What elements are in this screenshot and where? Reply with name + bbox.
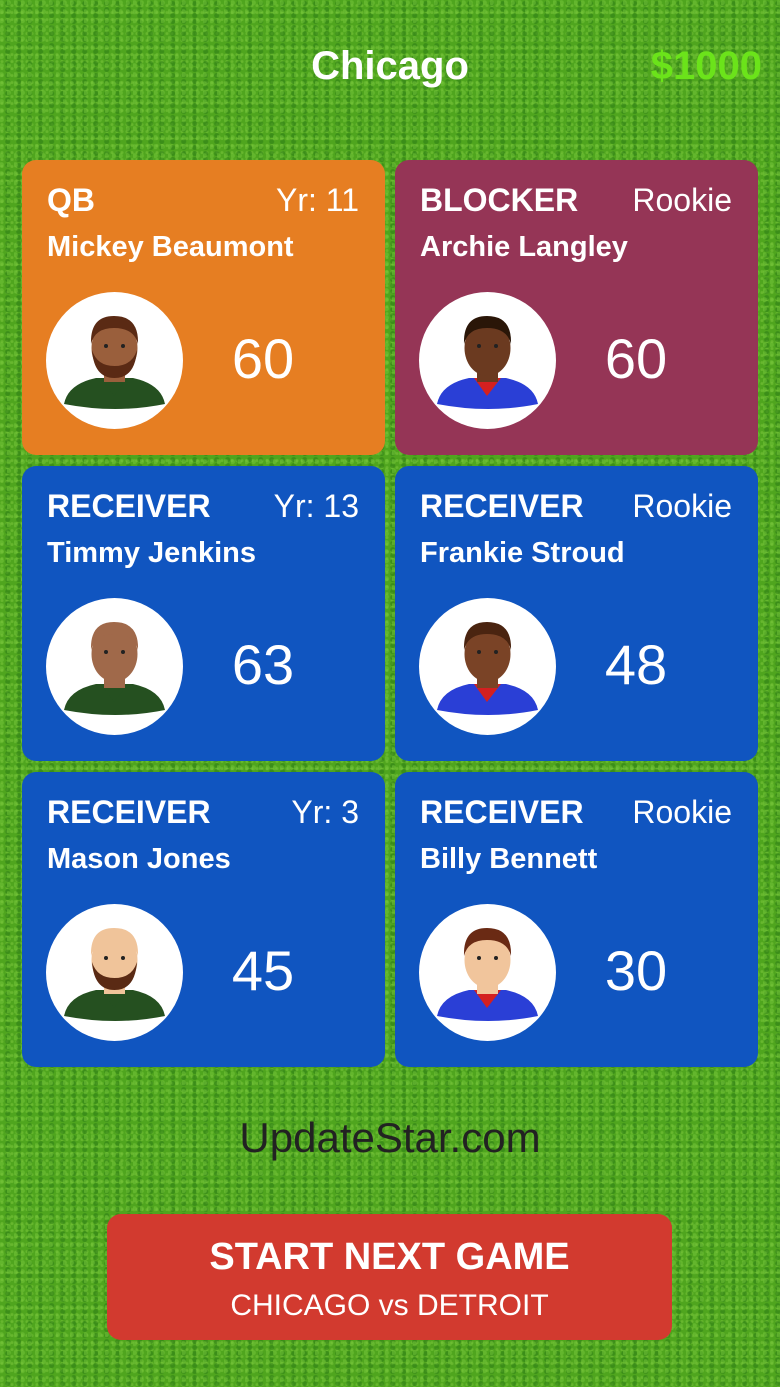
player-position: RECEIVER	[420, 794, 584, 830]
player-avatar	[419, 292, 556, 429]
player-card[interactable]: RECEIVER Yr: 13 Timmy Jenkins 63	[22, 466, 385, 761]
player-experience: Rookie	[632, 182, 732, 218]
player-avatar	[419, 598, 556, 735]
player-position: RECEIVER	[47, 794, 211, 830]
player-name: Archie Langley	[420, 231, 628, 263]
money-balance: $1000	[650, 44, 762, 88]
player-position: RECEIVER	[420, 488, 584, 524]
player-name: Billy Bennett	[420, 843, 598, 875]
player-card[interactable]: QB Yr: 11 Mickey Beaumont 60	[22, 160, 385, 455]
player-rating: 60	[231, 327, 295, 390]
player-name: Frankie Stroud	[420, 537, 625, 569]
player-rating: 63	[231, 633, 295, 696]
player-position: BLOCKER	[420, 182, 579, 218]
start-next-game-button[interactable]: START NEXT GAME CHICAGO vs DETROIT	[107, 1214, 672, 1340]
player-avatar	[419, 904, 556, 1041]
team-title: Chicago	[311, 44, 469, 88]
player-name: Timmy Jenkins	[47, 537, 257, 569]
player-card[interactable]: RECEIVER Rookie Billy Bennett 30	[395, 772, 758, 1067]
matchup-label: CHICAGO vs DETROIT	[230, 1289, 549, 1322]
player-position: RECEIVER	[47, 488, 211, 524]
player-card[interactable]: BLOCKER Rookie Archie Langley 60	[395, 160, 758, 455]
player-name: Mickey Beaumont	[47, 231, 294, 263]
player-avatar	[46, 598, 183, 735]
player-rating: 48	[604, 633, 668, 696]
player-rating: 30	[604, 939, 668, 1002]
player-avatar	[46, 904, 183, 1041]
player-rating: 45	[231, 939, 295, 1002]
player-experience: Yr: 11	[276, 182, 359, 218]
watermark: UpdateStar.com	[239, 1114, 541, 1161]
player-rating: 60	[604, 327, 668, 390]
player-experience: Rookie	[632, 488, 732, 524]
player-card[interactable]: RECEIVER Rookie Frankie Stroud 48	[395, 466, 758, 761]
player-experience: Rookie	[632, 794, 732, 830]
player-name: Mason Jones	[47, 843, 231, 875]
start-button-label: START NEXT GAME	[209, 1236, 570, 1278]
player-experience: Yr: 3	[291, 794, 359, 830]
player-avatar	[46, 292, 183, 429]
player-card[interactable]: RECEIVER Yr: 3 Mason Jones 45	[22, 772, 385, 1067]
player-position: QB	[47, 182, 95, 218]
player-experience: Yr: 13	[273, 488, 359, 524]
